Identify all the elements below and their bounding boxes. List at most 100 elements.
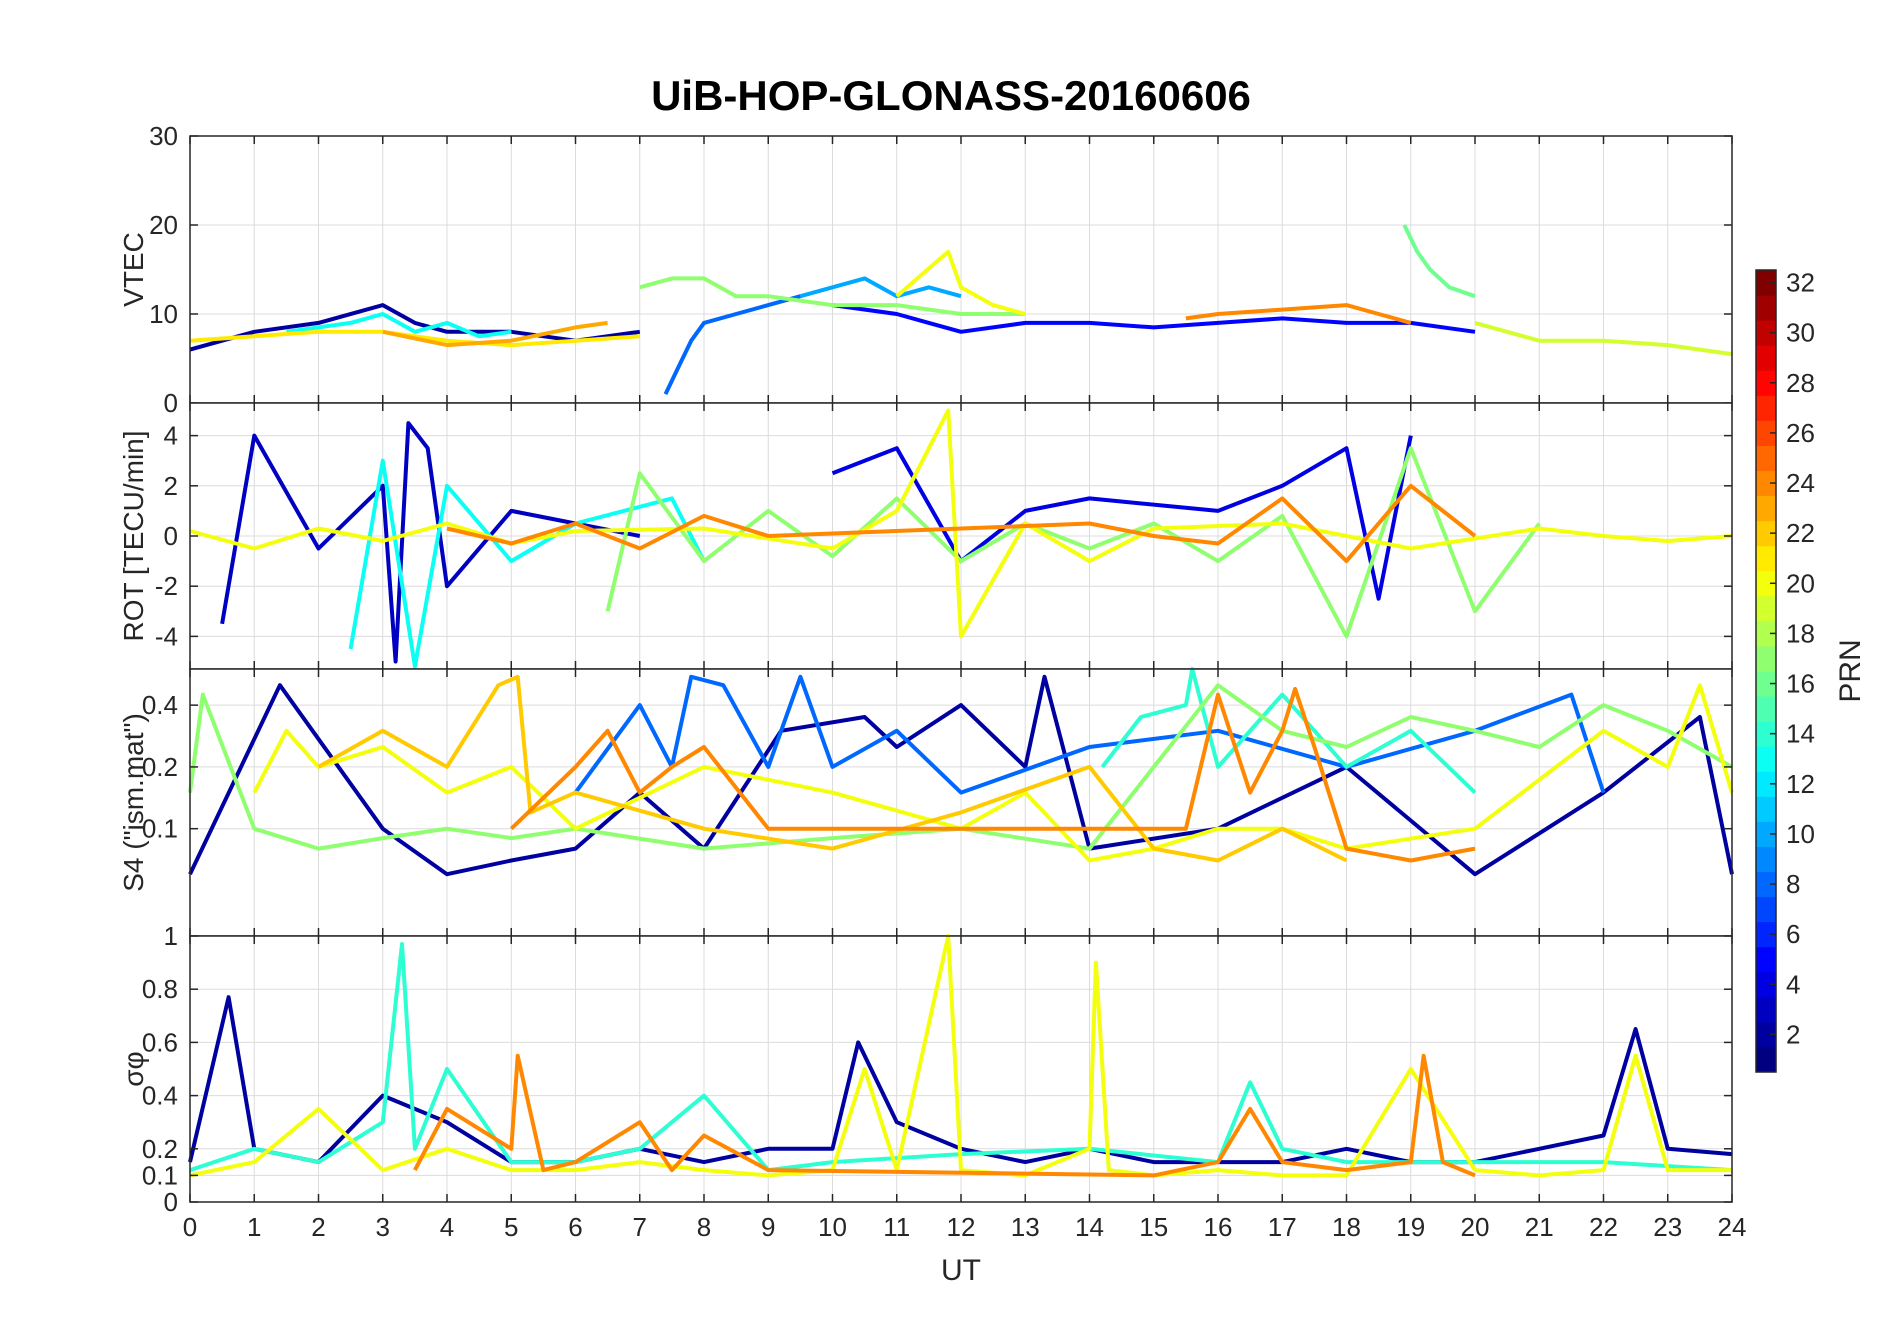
colorbar-segment [1756, 696, 1776, 722]
colorbar-tick-label: 32 [1786, 268, 1815, 298]
series-line-prn-5 [832, 303, 1476, 334]
x-tick-label: 16 [1204, 1212, 1233, 1242]
colorbar-segment [1756, 270, 1776, 296]
x-tick-label: 24 [1718, 1212, 1747, 1242]
y-axis-label: S4 ("ism.mat") [118, 713, 149, 892]
colorbar-tick-label: 22 [1786, 518, 1815, 548]
series-line-prn-22 [317, 674, 1348, 863]
colorbar-segment [1756, 370, 1776, 396]
colorbar-segment [1756, 796, 1776, 822]
colorbar-tick-label: 20 [1786, 568, 1815, 598]
y-tick-label: 1 [164, 921, 178, 951]
series-line-prn-14 [1100, 667, 1477, 795]
colorbar-tick-label: 14 [1786, 719, 1815, 749]
panel-S4: 0.1 0.2 0.4S4 ("ism.mat") [118, 667, 1734, 937]
y-tick-label: 10 [149, 299, 178, 329]
colorbar-segment [1756, 545, 1776, 572]
x-tick-label: 5 [504, 1212, 518, 1242]
x-tick-label: 3 [376, 1212, 390, 1242]
y-tick-label: 0.1 [142, 814, 178, 844]
y-tick-label: 0.2 [142, 1134, 178, 1164]
y-tick-label: -4 [155, 621, 178, 651]
y-tick-label: 0.2 [142, 752, 178, 782]
colorbar-segment [1756, 971, 1776, 998]
colorbar-segment [1756, 1021, 1776, 1048]
series-line-prn-13 [348, 458, 706, 669]
colorbar-segment [1756, 395, 1776, 421]
colorbar-tick-label: 26 [1786, 418, 1815, 448]
colorbar-tick-label: 12 [1786, 769, 1815, 799]
series-line-prn-2 [188, 995, 1733, 1165]
y-tick-label: -2 [155, 571, 178, 601]
series-line-prn-8 [663, 294, 801, 395]
colorbar-segment [1756, 671, 1776, 697]
series-line-prn-14 [189, 942, 1733, 1173]
colorbar-segment [1756, 771, 1776, 797]
colorbar-segment [1756, 896, 1776, 923]
x-tick-label: 23 [1653, 1212, 1682, 1242]
y-tick-label: 0.1 [142, 1160, 178, 1190]
x-axis-label: UT [941, 1254, 981, 1287]
series-line-prn-8 [573, 674, 1606, 795]
x-tick-label: 7 [633, 1212, 647, 1242]
colorbar-segment [1756, 620, 1776, 647]
series-line-prn-4 [831, 435, 1413, 601]
y-tick-label: 0 [164, 521, 178, 551]
series-line-prn-2 [189, 303, 641, 352]
colorbar-segment [1756, 746, 1776, 772]
colorbar-segment [1756, 495, 1776, 522]
series-line-prn-17 [188, 683, 1733, 851]
x-tick-label: 9 [761, 1212, 775, 1242]
x-tick-label: 17 [1268, 1212, 1297, 1242]
colorbar-segment [1756, 721, 1776, 747]
y-axis-label: ROT [TECU/min] [118, 430, 149, 641]
x-tick-label: 18 [1332, 1212, 1361, 1242]
colorbar-segment [1756, 645, 1776, 672]
x-tick-label: 8 [697, 1212, 711, 1242]
colorbar-tick-label: 4 [1786, 969, 1800, 999]
panel-VTEC: 0 10 20 30 VTEC [118, 121, 1733, 418]
y-tick-label: 4 [164, 421, 178, 451]
colorbar-segment [1756, 520, 1776, 547]
colorbar-tick-label: 10 [1786, 819, 1815, 849]
y-tick-label: 0 [164, 388, 178, 418]
y-tick-label: 2 [164, 471, 178, 501]
x-tick-label: 19 [1396, 1212, 1425, 1242]
colorbar-tick-label: 18 [1786, 618, 1815, 648]
series-line-prn-10 [799, 276, 962, 299]
chart-title: UiB-HOP-GLONASS-20160606 [651, 72, 1251, 119]
panel-ROT: -4 -2 0 2 4 ROT [TECU/min] [118, 402, 1733, 670]
series-line-prn-20 [895, 249, 1026, 316]
series-line-prn-20 [189, 408, 1733, 639]
x-tick-label: 4 [440, 1212, 454, 1242]
colorbar-segment [1756, 295, 1776, 321]
colorbar-segment [1756, 445, 1776, 471]
y-tick-label: 0.4 [142, 1081, 178, 1111]
x-tick-label: 11 [883, 1212, 910, 1242]
colorbar-segment [1756, 946, 1776, 973]
colorbar-segment [1756, 470, 1776, 497]
x-tick-label: 12 [947, 1212, 976, 1242]
x-tick-label: 1 [247, 1212, 261, 1242]
colorbar-tick-label: 30 [1786, 318, 1815, 348]
x-tick-label: 21 [1525, 1212, 1554, 1242]
series-line-prn-21 [189, 329, 640, 348]
colorbar-segment [1756, 570, 1776, 597]
series-line-prn-19 [1474, 320, 1733, 357]
colorbar-segment [1756, 871, 1776, 898]
y-tick-label: 0 [164, 1187, 178, 1217]
y-axis-label: σφ [118, 1051, 149, 1086]
series-line-prn-17 [639, 276, 1026, 316]
colorbar-label: PRN [1834, 639, 1867, 702]
colorbar-segment [1756, 420, 1776, 446]
series-line-prn-13 [286, 312, 512, 339]
series-line-prn-24 [446, 483, 1477, 564]
colorbar-tick-label: 28 [1786, 368, 1815, 398]
panel-sigma_phi: 00.10.2 0.4 0.6 0.8 1 σφ [118, 921, 1733, 1217]
colorbar-segment [1756, 320, 1776, 346]
series-line-prn-2 [188, 674, 1734, 877]
x-tick-label: 10 [818, 1212, 847, 1242]
y-tick-label: 0.8 [142, 974, 178, 1004]
x-tick-label: 20 [1461, 1212, 1490, 1242]
